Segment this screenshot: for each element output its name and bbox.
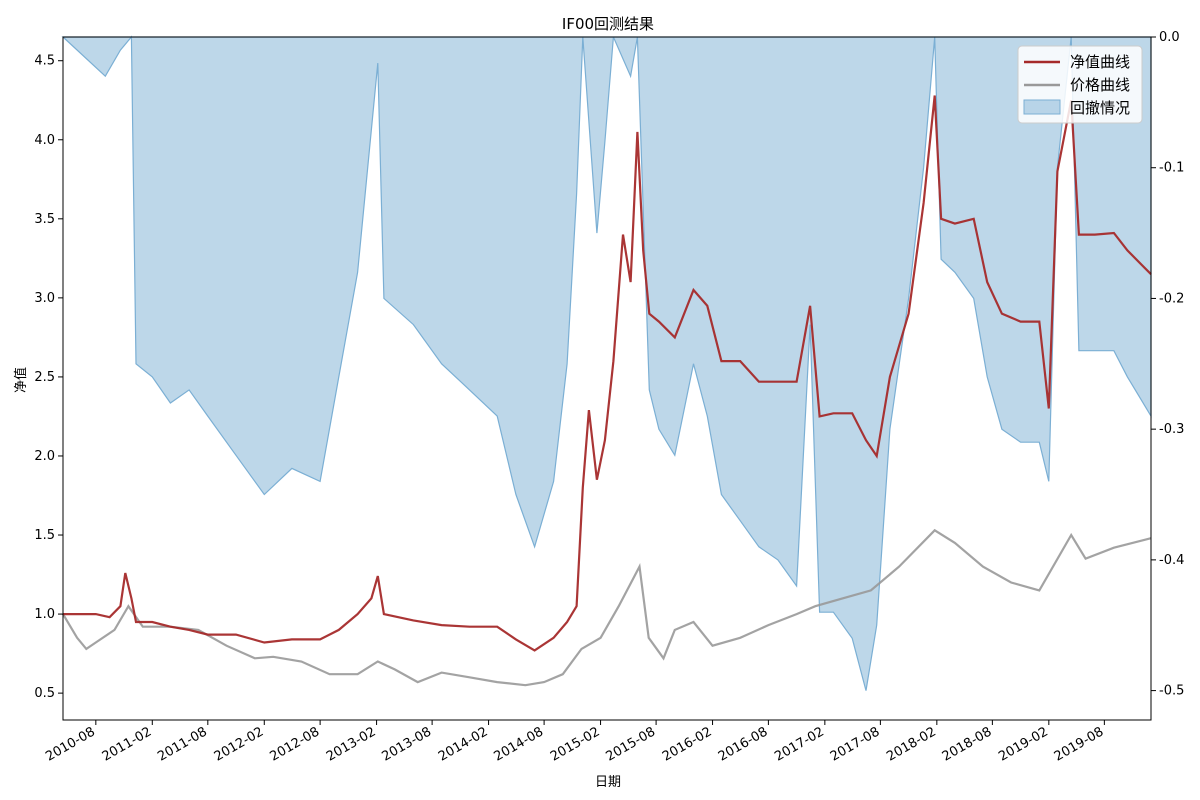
x-tick-label: 2015-08: [604, 724, 659, 764]
y-tick-label-left: 1.5: [34, 528, 55, 543]
legend-label-drawdown: 回撤情况: [1070, 99, 1130, 117]
plot-area: [61, 35, 1152, 691]
x-tick-label: 2018-02: [884, 724, 939, 764]
x-tick-label: 2014-08: [492, 724, 547, 764]
y-axis-label: 净值: [13, 367, 29, 393]
x-tick-label: 2019-02: [996, 724, 1051, 764]
y-tick-label-left: 3.0: [34, 291, 55, 306]
y-tick-label-left: 0.5: [34, 686, 55, 701]
chart-title: IF00回测结果: [562, 15, 654, 33]
y-tick-label-right: -0.1: [1159, 161, 1184, 176]
legend-label-price: 价格曲线: [1070, 76, 1130, 94]
y-tick-label-left: 1.0: [34, 607, 55, 622]
legend: 净值曲线 价格曲线 回撤情况: [1017, 45, 1143, 124]
nav-layer: [63, 95, 1152, 652]
x-tick-label: 2017-08: [828, 724, 883, 764]
x-tick-label: 2012-08: [268, 724, 323, 764]
x-tick-label: 2011-08: [155, 724, 210, 764]
legend-swatch-drawdown: [1023, 99, 1061, 115]
x-tick-label: 2011-02: [100, 724, 155, 764]
x-tick-label: 2010-08: [43, 724, 98, 764]
x-tick-label: 2015-02: [548, 724, 603, 764]
x-tick-label: 2017-02: [772, 724, 827, 764]
y-tick-label-right: -0.5: [1159, 684, 1184, 699]
series-price-line: [62, 528, 1152, 687]
y-tick-label-left: 2.5: [34, 370, 55, 385]
x-tick-label: 2016-08: [716, 724, 771, 764]
series-nav-line: [63, 95, 1152, 652]
series-drawdown-area: [61, 35, 1152, 691]
legend-label-nav: 净值曲线: [1070, 53, 1130, 71]
x-tick-label: 2012-02: [212, 724, 267, 764]
x-axis-label: 日期: [595, 775, 621, 790]
plot-frame: [62, 36, 1152, 721]
y-tick-label-left: 4.0: [34, 133, 55, 148]
y-tick-label-left: 2.0: [34, 449, 55, 464]
price-layer: [62, 528, 1152, 687]
y-tick-label-right: 0.0: [1159, 30, 1180, 45]
y-tick-label-left: 3.5: [34, 212, 55, 227]
x-tick-label: 2016-02: [660, 724, 715, 764]
y-tick-label-left: 4.5: [34, 54, 55, 69]
x-tick-label: 2018-08: [940, 724, 995, 764]
x-tick-label: 2014-02: [436, 724, 491, 764]
y-tick-label-right: -0.3: [1159, 422, 1184, 437]
y-axis-right: 0.0 -0.1 -0.2 -0.3 -0.4 -0.5: [1151, 30, 1184, 699]
x-tick-label: 2019-08: [1052, 724, 1107, 764]
x-axis: 2010-08 2011-02 2011-08 2012-02 2012-08 2013-…: [43, 720, 1106, 765]
x-tick-label: 2013-02: [324, 724, 379, 764]
drawdown-layer: [61, 35, 1152, 691]
y-tick-label-right: -0.2: [1159, 291, 1184, 306]
y-tick-label-right: -0.4: [1159, 553, 1184, 568]
x-tick-label: 2013-08: [380, 724, 435, 764]
y-axis-left: 0.5 1.0 1.5 2.0 2.5 3.0 3.5 4.0 4.5: [34, 54, 63, 701]
